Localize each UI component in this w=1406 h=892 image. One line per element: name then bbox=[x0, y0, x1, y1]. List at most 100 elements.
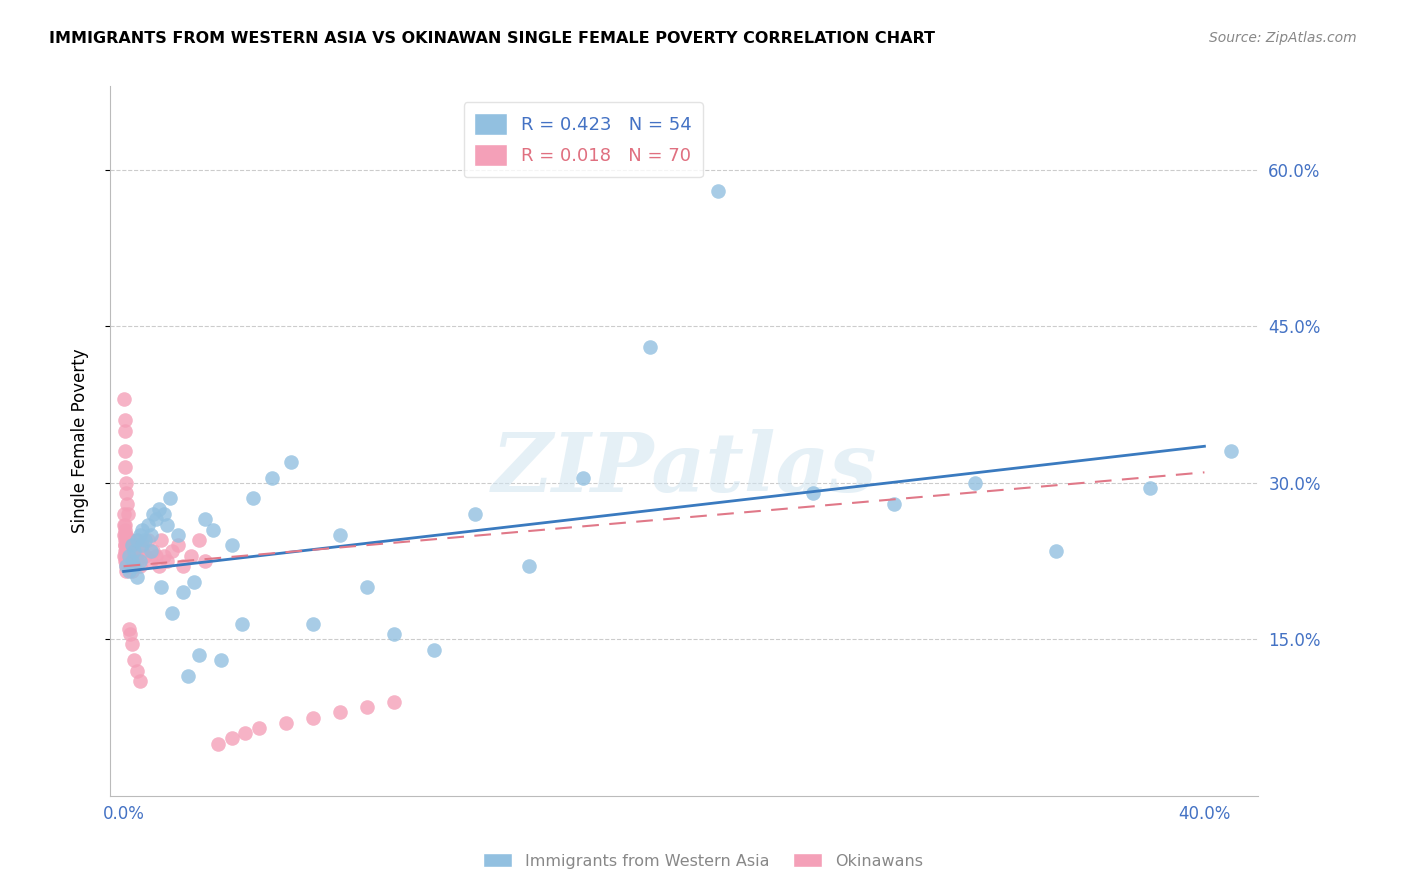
Point bbox=[118, 622, 141, 636]
Point bbox=[131, 543, 153, 558]
Point bbox=[134, 549, 156, 563]
Point bbox=[114, 424, 136, 438]
Point bbox=[121, 638, 143, 652]
Point bbox=[148, 501, 170, 516]
Point bbox=[572, 470, 595, 484]
Point bbox=[114, 475, 136, 490]
Point bbox=[124, 559, 146, 574]
Point bbox=[125, 549, 148, 563]
Point bbox=[153, 507, 176, 521]
Point bbox=[114, 444, 136, 458]
Point bbox=[262, 470, 284, 484]
Point bbox=[118, 549, 141, 563]
Legend: Immigrants from Western Asia, Okinawans: Immigrants from Western Asia, Okinawans bbox=[477, 847, 929, 875]
Point bbox=[156, 554, 179, 568]
Point bbox=[121, 549, 143, 563]
Point bbox=[121, 554, 143, 568]
Point bbox=[136, 517, 159, 532]
Point bbox=[115, 538, 138, 552]
Point bbox=[114, 528, 136, 542]
Point bbox=[329, 706, 352, 720]
Point bbox=[1139, 481, 1161, 495]
Point bbox=[247, 721, 270, 735]
Point bbox=[124, 559, 146, 574]
Point bbox=[172, 559, 194, 574]
Point bbox=[114, 554, 136, 568]
Point bbox=[382, 627, 405, 641]
Point bbox=[142, 507, 165, 521]
Point bbox=[128, 559, 150, 574]
Point bbox=[127, 533, 149, 548]
Point bbox=[114, 523, 136, 537]
Point bbox=[139, 554, 162, 568]
Point bbox=[118, 538, 141, 552]
Point bbox=[183, 574, 205, 589]
Point bbox=[121, 565, 143, 579]
Point bbox=[112, 528, 135, 542]
Text: Source: ZipAtlas.com: Source: ZipAtlas.com bbox=[1209, 31, 1357, 45]
Point bbox=[117, 559, 139, 574]
Point bbox=[150, 580, 173, 594]
Point bbox=[127, 554, 149, 568]
Point bbox=[1220, 444, 1243, 458]
Point bbox=[188, 533, 211, 548]
Point bbox=[180, 549, 202, 563]
Point bbox=[1045, 543, 1067, 558]
Point bbox=[382, 695, 405, 709]
Point bbox=[127, 570, 149, 584]
Point bbox=[114, 538, 136, 552]
Point bbox=[221, 538, 243, 552]
Point bbox=[122, 543, 145, 558]
Point bbox=[201, 523, 224, 537]
Point bbox=[423, 642, 446, 657]
Text: ZIPatlas: ZIPatlas bbox=[492, 429, 877, 509]
Point bbox=[301, 616, 323, 631]
Point bbox=[280, 455, 302, 469]
Point bbox=[150, 533, 173, 548]
Y-axis label: Single Female Poverty: Single Female Poverty bbox=[72, 349, 89, 533]
Point bbox=[117, 554, 139, 568]
Point bbox=[117, 543, 139, 558]
Point bbox=[115, 559, 138, 574]
Point bbox=[464, 507, 486, 521]
Point bbox=[356, 700, 378, 714]
Point bbox=[640, 340, 662, 354]
Point bbox=[136, 533, 159, 548]
Point bbox=[209, 653, 232, 667]
Point bbox=[118, 549, 141, 563]
Point bbox=[156, 517, 179, 532]
Point bbox=[128, 554, 150, 568]
Point bbox=[134, 533, 156, 548]
Point bbox=[131, 538, 153, 552]
Point bbox=[517, 559, 540, 574]
Point bbox=[112, 392, 135, 407]
Point bbox=[121, 538, 143, 552]
Point bbox=[145, 512, 167, 526]
Point bbox=[115, 533, 138, 548]
Point bbox=[883, 497, 905, 511]
Point bbox=[115, 559, 138, 574]
Point bbox=[114, 543, 136, 558]
Point bbox=[128, 528, 150, 542]
Point bbox=[160, 606, 183, 620]
Point bbox=[115, 533, 138, 548]
Point bbox=[172, 585, 194, 599]
Point bbox=[242, 491, 264, 506]
Point bbox=[120, 627, 142, 641]
Legend: R = 0.423   N = 54, R = 0.018   N = 70: R = 0.423 N = 54, R = 0.018 N = 70 bbox=[464, 103, 703, 178]
Point bbox=[148, 559, 170, 574]
Point bbox=[114, 538, 136, 552]
Point bbox=[117, 533, 139, 548]
Point bbox=[963, 475, 986, 490]
Point bbox=[114, 533, 136, 548]
Point bbox=[114, 517, 136, 532]
Point bbox=[115, 486, 138, 500]
Point bbox=[114, 549, 136, 563]
Point bbox=[128, 538, 150, 552]
Point bbox=[115, 549, 138, 563]
Point bbox=[221, 731, 243, 746]
Point bbox=[188, 648, 211, 662]
Point bbox=[118, 559, 141, 574]
Point bbox=[177, 669, 200, 683]
Point bbox=[194, 554, 217, 568]
